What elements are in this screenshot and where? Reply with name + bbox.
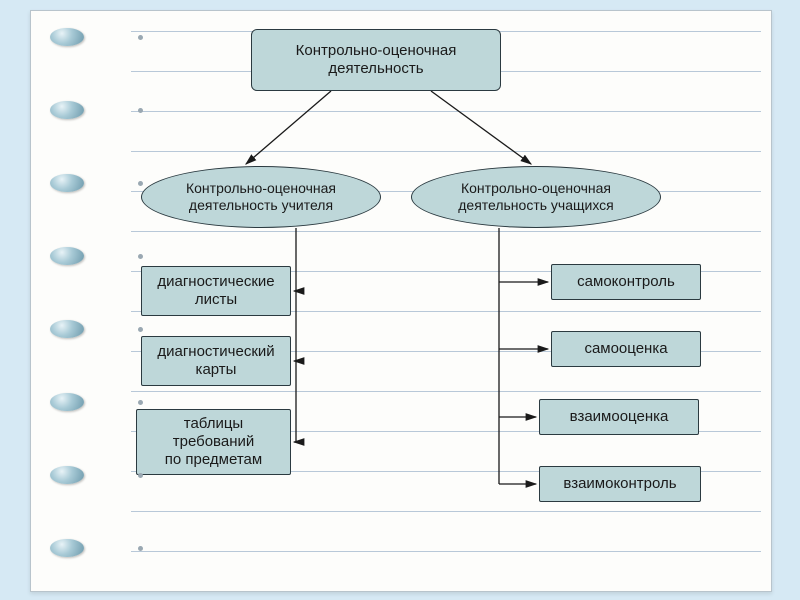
branch-ellipse-1: Контрольно-оценочнаядеятельность учащихс… (411, 166, 661, 228)
root-node: Контрольно-оценочнаядеятельность (251, 29, 501, 91)
branch-0-item-0: диагностическиелисты (141, 266, 291, 316)
branch-1-item-3: взаимоконтроль (539, 466, 701, 502)
branch-1-item-1: самооценка (551, 331, 701, 367)
branch-ellipse-0: Контрольно-оценочнаядеятельность учителя (141, 166, 381, 228)
branch-0-item-1: диагностическийкарты (141, 336, 291, 386)
spiral-binding (50, 0, 90, 600)
branch-1-item-0: самоконтроль (551, 264, 701, 300)
notepad-page: Контрольно-оценочнаядеятельность Контроль… (30, 10, 772, 592)
branch-1-item-2: взаимооценка (539, 399, 699, 435)
branch-0-item-2: таблицытребованийпо предметам (136, 409, 291, 475)
